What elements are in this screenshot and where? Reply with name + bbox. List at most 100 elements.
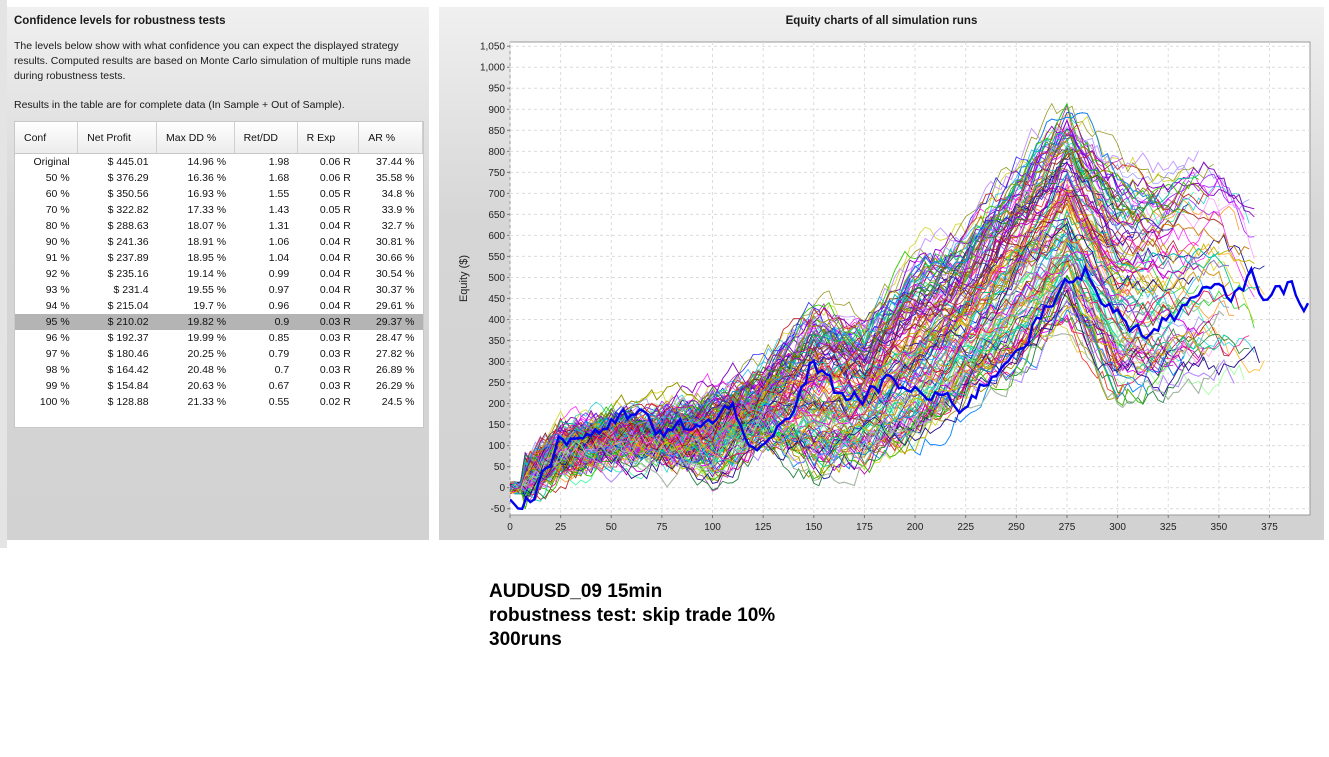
x-tick-label: 375 <box>1261 522 1278 533</box>
table-cell: 96 % <box>45 332 70 344</box>
table-cell: 19.99 % <box>187 332 227 344</box>
confidence-panel-description: The levels below show with what confiden… <box>14 40 411 82</box>
table-cell: $ 241.36 <box>107 236 149 248</box>
column-header-0[interactable]: Conf <box>15 122 79 154</box>
window-edge <box>0 0 7 548</box>
table-row[interactable]: 98 % $ 164.42 20.48 % 0.7 0.03 R 26.89 % <box>15 362 423 378</box>
table-cell: $ 445.01 <box>107 156 149 168</box>
table-cell: 1.55 <box>268 188 290 200</box>
table-cell: 32.7 % <box>381 220 415 232</box>
simulation-run-line <box>510 255 1134 499</box>
equity-chart-panel: Equity charts of all simulation runs -50… <box>439 7 1324 540</box>
y-tick-label: 300 <box>488 357 505 368</box>
column-header-5[interactable]: AR % <box>358 122 423 154</box>
caption: AUDUSD_09 15min robustness test: skip tr… <box>489 580 775 652</box>
table-cell: 94 % <box>45 300 70 312</box>
table-cell: $ 376.29 <box>107 172 149 184</box>
table-cell: 18.91 % <box>187 236 227 248</box>
table-cell: 30.66 % <box>375 252 415 264</box>
confidence-table-container[interactable]: Conf Net Profit Max DD % Ret/DD R Exp AR % Or… <box>14 121 424 428</box>
x-tick-label: 50 <box>606 522 618 533</box>
y-tick-label: 950 <box>488 84 505 95</box>
table-row[interactable]: 80 % $ 288.63 18.07 % 1.31 0.04 R 32.7 % <box>15 218 423 234</box>
table-cell: 35.58 % <box>375 172 415 184</box>
confidence-panel-title: Confidence levels for robustness tests <box>14 15 226 27</box>
y-tick-label: 100 <box>488 441 505 452</box>
simulation-run-line <box>510 255 1159 493</box>
table-row[interactable]: 93 % $ 231.4 19.55 % 0.97 0.04 R 30.37 % <box>15 282 423 298</box>
table-row[interactable]: 94 % $ 215.04 19.7 % 0.96 0.04 R 29.61 % <box>15 298 423 314</box>
table-cell: 19.14 % <box>187 268 227 280</box>
x-tick-label: 25 <box>555 522 567 533</box>
table-row[interactable]: 92 % $ 235.16 19.14 % 0.99 0.04 R 30.54 % <box>15 266 423 282</box>
table-cell: 0.02 R <box>319 396 351 408</box>
table-cell: 27.82 % <box>375 348 415 360</box>
table-cell: 0.04 R <box>319 220 351 232</box>
table-row[interactable]: 96 % $ 192.37 19.99 % 0.85 0.03 R 28.47 % <box>15 330 423 346</box>
y-tick-label: 1,000 <box>480 63 505 74</box>
x-tick-label: 100 <box>704 522 721 533</box>
table-cell: 90 % <box>45 236 70 248</box>
table-cell: 0.96 <box>268 300 290 312</box>
table-cell: 92 % <box>45 268 70 280</box>
table-cell: 1.98 <box>268 156 290 168</box>
table-cell: 99 % <box>45 380 70 392</box>
table-cell: 50 % <box>45 172 70 184</box>
table-cell: 28.47 % <box>375 332 415 344</box>
table-row[interactable]: 95 % $ 210.02 19.82 % 0.9 0.03 R 29.37 % <box>15 314 423 330</box>
y-tick-label: 150 <box>488 420 505 431</box>
x-tick-label: 250 <box>1008 522 1025 533</box>
x-tick-label: 275 <box>1059 522 1076 533</box>
table-cell: 0.85 <box>268 332 290 344</box>
table-cell: 20.25 % <box>187 348 227 360</box>
table-cell: $ 322.82 <box>107 204 149 216</box>
table-cell: 0.99 <box>268 268 290 280</box>
caption-line-3: 300runs <box>489 629 562 650</box>
confidence-panel-note: Results in the table are for complete da… <box>14 99 345 111</box>
y-tick-label: 200 <box>488 399 505 410</box>
y-tick-label: 600 <box>488 231 505 242</box>
table-row[interactable]: 70 % $ 322.82 17.33 % 1.43 0.05 R 33.9 % <box>15 202 423 218</box>
table-row[interactable]: Original $ 445.01 14.96 % 1.98 0.06 R 37.44 % <box>15 154 423 171</box>
table-cell: $ 210.02 <box>77 314 157 330</box>
simulation-run-line <box>510 298 1235 496</box>
table-cell: $ 154.84 <box>107 380 149 392</box>
table-cell: 0.05 R <box>319 188 351 200</box>
table-cell: 19.82 % <box>156 314 235 330</box>
table-cell: 0.04 R <box>319 252 351 264</box>
column-header-3[interactable]: Ret/DD <box>234 122 298 154</box>
table-cell: 30.81 % <box>375 236 415 248</box>
simulation-run-line <box>510 135 1255 494</box>
simulation-run-line <box>510 242 1194 495</box>
x-tick-label: 150 <box>805 522 822 533</box>
table-cell: 33.9 % <box>381 204 415 216</box>
y-tick-label: 800 <box>488 147 505 158</box>
y-tick-label: 50 <box>494 462 506 473</box>
y-tick-label: 1,050 <box>480 42 505 53</box>
table-row[interactable]: 90 % $ 241.36 18.91 % 1.06 0.04 R 30.81 % <box>15 234 423 250</box>
column-header-4[interactable]: R Exp <box>297 122 360 154</box>
table-cell: 0.67 <box>268 380 290 392</box>
table-row[interactable]: 99 % $ 154.84 20.63 % 0.67 0.03 R 26.29 % <box>15 378 423 394</box>
table-row[interactable]: 97 % $ 180.46 20.25 % 0.79 0.03 R 27.82 % <box>15 346 423 362</box>
simulation-run-line <box>510 163 1174 490</box>
column-header-1[interactable]: Net Profit <box>77 122 158 154</box>
simulation-run-line <box>510 238 1230 494</box>
table-cell: 1.06 <box>268 236 290 248</box>
table-cell: 0.04 R <box>319 284 351 296</box>
caption-line-1: AUDUSD_09 15min <box>489 581 663 602</box>
table-cell: 1.31 <box>268 220 290 232</box>
table-row[interactable]: 91 % $ 237.89 18.95 % 1.04 0.04 R 30.66 % <box>15 250 423 266</box>
table-cell: 0.03 R <box>319 380 351 392</box>
column-header-2[interactable]: Max DD % <box>156 122 235 154</box>
simulation-run-line <box>510 251 1204 493</box>
simulation-run-line <box>510 281 1194 490</box>
table-cell: $ 350.56 <box>107 188 149 200</box>
table-row[interactable]: 50 % $ 376.29 16.36 % 1.68 0.06 R 35.58 % <box>15 170 423 186</box>
table-cell: 26.29 % <box>375 380 415 392</box>
table-row[interactable]: 60 % $ 350.56 16.93 % 1.55 0.05 R 34.8 % <box>15 186 423 202</box>
table-cell: 29.37 % <box>358 314 423 330</box>
y-tick-label: 400 <box>488 315 505 326</box>
table-row[interactable]: 100 % $ 128.88 21.33 % 0.55 0.02 R 24.5 % <box>15 394 423 410</box>
y-tick-label: 700 <box>488 189 505 200</box>
